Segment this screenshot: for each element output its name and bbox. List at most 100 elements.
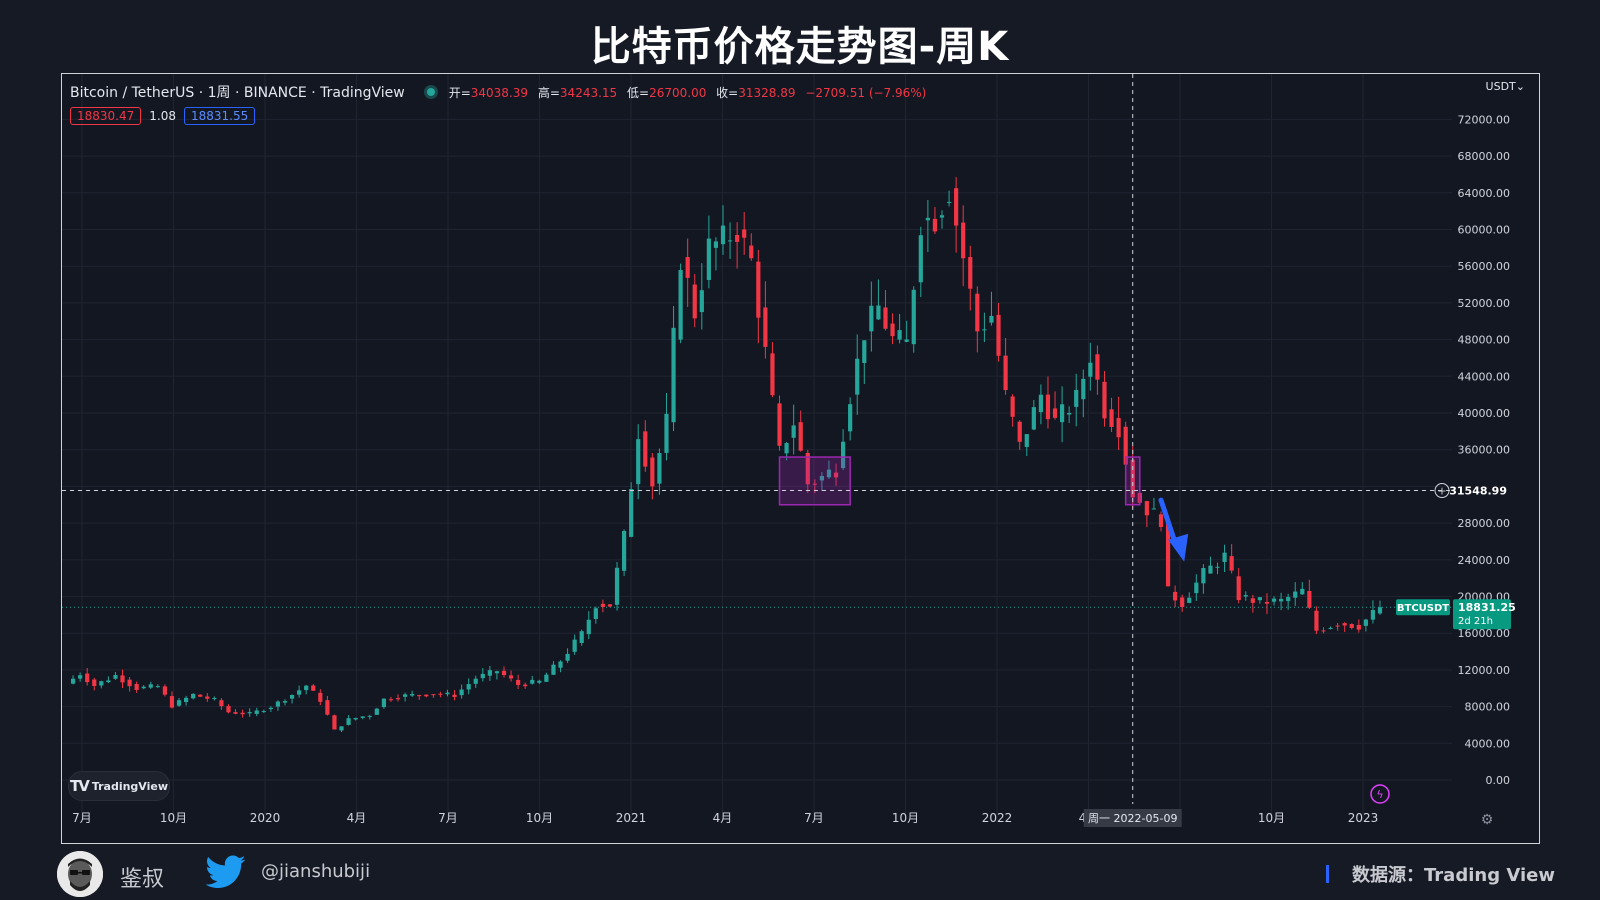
y-tick-label: 16000.00 [1458, 627, 1511, 640]
candle [735, 222, 740, 269]
candle [1165, 519, 1171, 587]
trend-arrow [1158, 497, 1189, 562]
candle [367, 714, 372, 720]
candle [162, 684, 168, 697]
candle-body [1201, 567, 1206, 584]
candle-body [339, 726, 344, 731]
candle-body [1165, 519, 1171, 587]
candle-body [1158, 514, 1164, 527]
candle [621, 529, 627, 576]
candle-body [254, 710, 259, 714]
candle [636, 424, 641, 500]
avatar [57, 851, 103, 897]
candle-body [1144, 501, 1149, 516]
candle [791, 404, 796, 455]
buy-price-button[interactable]: 18831.55 [183, 107, 256, 125]
x-tick-label: 10月 [892, 811, 919, 825]
currency-selector[interactable]: USDT⌄ [1486, 80, 1525, 93]
x-tick-label: 4月 [713, 811, 733, 825]
candle-body [840, 441, 846, 469]
candle-body [212, 697, 217, 699]
candle-body [1264, 602, 1270, 604]
candle [1173, 585, 1178, 607]
candle [1222, 544, 1227, 573]
candle [445, 689, 450, 697]
y-tick-label: 0.00 [1486, 774, 1511, 787]
candle-body [445, 692, 450, 695]
candle-body [247, 712, 252, 714]
candle-body [325, 700, 330, 715]
y-tick-label: 12000.00 [1458, 664, 1511, 677]
candle [699, 263, 704, 330]
ohlc-high-value: 34243.15 [559, 85, 618, 100]
candle-body [770, 353, 775, 396]
candle [176, 697, 182, 707]
add-alert-icon [1434, 483, 1450, 499]
chart-panel[interactable]: 0.00 4000.00 8000.00 12000.00 16000.00 20000.… [61, 73, 1540, 844]
candle [544, 672, 549, 682]
candle-body [1074, 389, 1079, 407]
candle-body [692, 284, 697, 319]
candle [155, 684, 160, 688]
candlestick-chart[interactable]: 0.004000.008000.0012000.0016000.0020000.… [62, 74, 1540, 844]
candle [777, 395, 782, 451]
candle [996, 303, 1001, 362]
x-axis: 7月10月20204月7月10月20214月7月10月20224月10月2023 [72, 811, 1378, 825]
candle-body [1024, 434, 1029, 447]
candle [360, 716, 365, 720]
candle-body [1151, 508, 1157, 510]
candle-body [939, 215, 945, 218]
candle [1250, 594, 1255, 613]
candle [198, 694, 203, 697]
candle [1010, 394, 1015, 427]
candle-body [897, 330, 902, 340]
y-tick-label: 44000.00 [1458, 370, 1511, 383]
candle [466, 678, 471, 695]
candle-body [1215, 566, 1220, 568]
candle-body [261, 711, 266, 713]
candle [381, 698, 387, 709]
candle [1307, 579, 1312, 609]
candle [932, 207, 938, 235]
y-tick-label: 56000.00 [1458, 260, 1511, 273]
candle [975, 286, 980, 353]
candle-body [480, 673, 485, 679]
symbol-title[interactable]: Bitcoin / TetherUS · 1周 · BINANCE · Trad… [70, 85, 405, 101]
candle [1243, 591, 1248, 601]
candle [346, 715, 351, 726]
candle-body [1356, 624, 1361, 630]
candle [1059, 386, 1065, 443]
candle [99, 680, 104, 689]
candle-body [367, 715, 372, 717]
candle-body [530, 679, 535, 684]
candle [134, 681, 139, 693]
sell-price-button[interactable]: 18830.47 [70, 107, 142, 125]
candle [85, 667, 90, 686]
candle [579, 629, 584, 646]
candle [862, 340, 867, 385]
ohlc-high-label: 高= [537, 85, 560, 100]
candle [388, 696, 394, 702]
trend-arrow-head [1168, 533, 1189, 562]
candle [318, 689, 323, 706]
candle-body [1130, 459, 1135, 498]
market-status-icon [426, 88, 435, 96]
candle [494, 670, 500, 680]
candle [473, 675, 478, 688]
candle [692, 274, 697, 328]
candle-body [982, 329, 987, 331]
x-tick-label: 2020 [250, 811, 281, 825]
candle [1335, 623, 1340, 631]
symbol-tag-bg [1396, 599, 1450, 616]
tradingview-logo[interactable]: TV TradingView [68, 771, 170, 801]
candle-body [657, 453, 662, 484]
candle-body [600, 603, 606, 607]
candle [480, 668, 485, 682]
candle [918, 226, 923, 298]
candle-body [833, 472, 839, 478]
candle-body [925, 217, 930, 221]
candle-body [544, 674, 549, 682]
candle [1257, 597, 1263, 604]
candle [1194, 574, 1199, 601]
candle [869, 281, 874, 352]
